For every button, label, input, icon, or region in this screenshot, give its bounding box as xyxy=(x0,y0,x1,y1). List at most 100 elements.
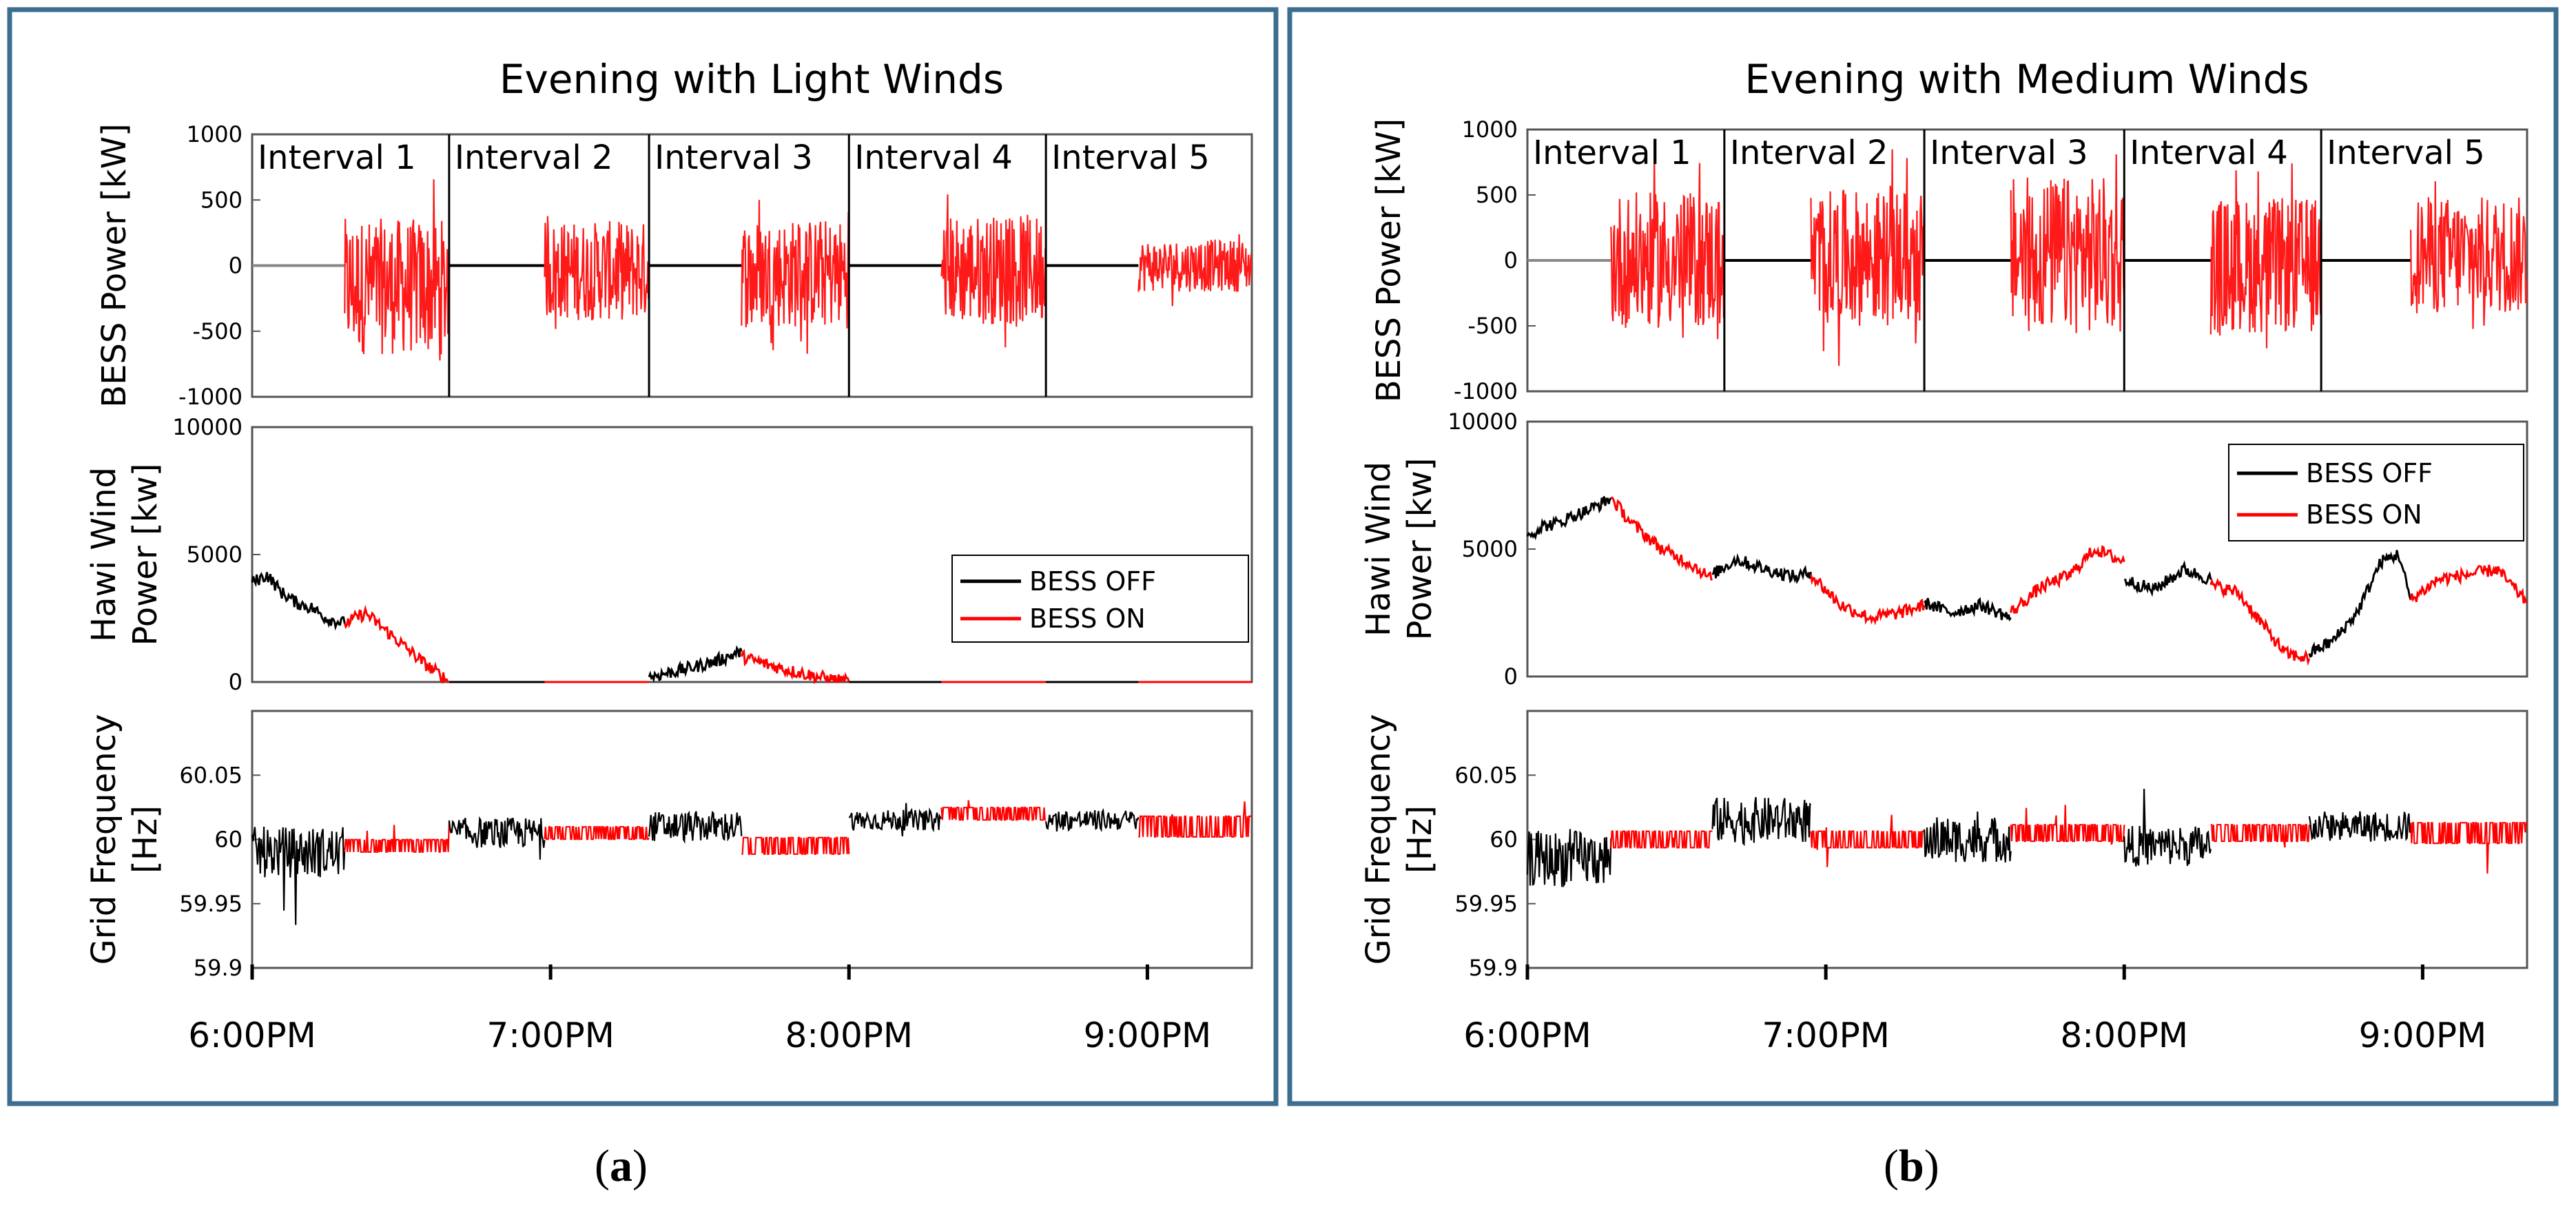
panel-b-freq-ytick-label: 59.9 xyxy=(1469,955,1518,981)
panel-a-wind-ylabel-line1: Hawi Wind xyxy=(85,467,123,642)
panel-b-freq-off-trace xyxy=(1711,796,1812,847)
panel-b-wind-off-line xyxy=(2124,560,2212,597)
panel-a-frame xyxy=(7,7,1279,1106)
panel-a-wind-off-line xyxy=(648,645,743,683)
panel-b-interval-label: Interval 5 xyxy=(2327,134,2485,172)
panel-a-freq-on-trace xyxy=(940,800,1047,821)
panel-a-freq-on-trace xyxy=(344,822,450,853)
panel-b-freq-on-trace xyxy=(1610,830,1713,849)
panel-b-interval-label: Interval 3 xyxy=(1930,134,2088,172)
panel-b-wind-on-line xyxy=(2209,577,2311,666)
panel-b-wind-on-line xyxy=(1810,574,1926,626)
panel-a-legend-label-on: BESS ON xyxy=(1029,603,1146,634)
panel-a-interval-label: Interval 2 xyxy=(455,138,613,177)
panel-b-freq-ylabel-line2: [Hz] xyxy=(1401,805,1439,874)
panel-a-bess-ytick-label: 500 xyxy=(200,187,243,213)
panel-b-time-tick-label: 8:00PM xyxy=(2060,1015,2188,1055)
panel-a-bess-ylabel: BESS Power [kW] xyxy=(95,123,134,408)
panel-b-bess-on-trace xyxy=(2209,163,2322,349)
panel-b-freq-on-trace xyxy=(2210,824,2310,848)
panel-a-freq-ylabel-line1: Grid Frequency xyxy=(85,714,123,965)
panel-a-time-tick-label: 9:00PM xyxy=(1084,1015,1212,1055)
panel-a-legend-label-off: BESS OFF xyxy=(1029,566,1156,597)
panel-b-wind-on-line xyxy=(1610,496,1713,581)
panel-b-bess-ytick-label: -1000 xyxy=(1454,378,1518,404)
panel-a-freq-ytick-label: 60 xyxy=(214,827,243,853)
panel-a-wind-ytick-label: 0 xyxy=(229,669,243,695)
panel-caption-a: (a) xyxy=(595,1140,648,1192)
panel-a-legend-box xyxy=(951,555,1249,643)
panel-a-interval-label: Interval 3 xyxy=(655,138,813,177)
panel-caption-b: (b) xyxy=(1884,1140,1939,1192)
panel-a-wind-ytick-label: 5000 xyxy=(187,541,243,568)
panel-b-wind-off-line xyxy=(1526,496,1612,541)
panel-b-frame xyxy=(1287,7,2559,1106)
panel-a-freq-ytick-label: 59.95 xyxy=(179,891,243,917)
panel-a-bess-on-trace xyxy=(1137,234,1252,307)
panel-a-title: Evening with Light Winds xyxy=(499,56,1004,103)
panel-a-freq-on-trace xyxy=(741,836,850,855)
panel-b-wind-ytick-label: 0 xyxy=(1504,663,1518,690)
panel-b-bess-on-trace xyxy=(1810,149,1926,366)
panel-a-wind-ylabel-line2: Power [kw] xyxy=(126,464,165,646)
caption-b-letter: b xyxy=(1898,1141,1924,1191)
panel-a-bess-ytick-label: 1000 xyxy=(187,121,243,147)
panel-b-wind-on-line xyxy=(2010,545,2125,614)
panel-a-freq-off-trace xyxy=(848,803,942,837)
panel-b-wind-on-line xyxy=(2409,564,2528,604)
panel-a-wind-on-line xyxy=(343,604,449,684)
panel-a-time-tick-label: 7:00PM xyxy=(486,1015,615,1055)
panel-b-wind-ytick-label: 10000 xyxy=(1447,409,1518,435)
panel-b-wind-ylabel-line2: Power [kw] xyxy=(1401,458,1439,641)
panel-b-bess-ytick-label: 500 xyxy=(1476,182,1518,208)
panel-b-time-tick-label: 6:00PM xyxy=(1463,1015,1591,1055)
panel-b-freq-on-trace xyxy=(2010,805,2125,845)
panel-a-freq-on-trace xyxy=(544,825,650,840)
panel-a-interval-label: Interval 5 xyxy=(1051,138,1210,177)
panel-a-freq-ytick-label: 59.9 xyxy=(194,955,243,981)
panel-a-bess-on-trace xyxy=(344,179,450,361)
panel-a-freq-ylabel-line2: [Hz] xyxy=(126,805,165,874)
panel-a-interval-label: Interval 1 xyxy=(258,138,416,177)
panel-b-freq-off-trace xyxy=(2123,788,2212,867)
panel-b-wind-off-line xyxy=(1711,552,1812,585)
panel-b-wind-ytick-label: 5000 xyxy=(1462,536,1518,562)
panel-b-legend-box xyxy=(2228,444,2524,541)
panel-b-bess-ytick-label: 0 xyxy=(1504,247,1518,273)
caption-b-close: ) xyxy=(1924,1141,1939,1191)
panel-b-group: Evening with Medium Winds10005000-500-10… xyxy=(1287,7,2559,1106)
panel-a-time-tick-label: 6:00PM xyxy=(188,1015,316,1055)
panel-b-interval-label: Interval 2 xyxy=(1730,134,1888,172)
panel-a-bess-on-trace xyxy=(940,194,1047,348)
panel-b-freq-off-trace xyxy=(1924,811,2012,863)
panel-a-freq-ytick-label: 60.05 xyxy=(179,762,243,788)
panel-b-time-tick-label: 7:00PM xyxy=(1762,1015,1890,1055)
caption-a-letter: a xyxy=(609,1141,632,1191)
panel-a-interval-label: Interval 4 xyxy=(854,138,1013,177)
panel-a-wind-on-line xyxy=(740,649,850,685)
panel-b-legend-label-off: BESS OFF xyxy=(2306,458,2433,488)
panel-b-freq-ytick-label: 59.95 xyxy=(1454,891,1518,917)
caption-b-open: ( xyxy=(1884,1141,1899,1191)
caption-a-open: ( xyxy=(595,1141,610,1191)
panel-b-wind-off-line xyxy=(2308,550,2412,659)
panel-b-time-tick-label: 9:00PM xyxy=(2359,1015,2487,1055)
panel-a-group: Evening with Light Winds10005000-500-100… xyxy=(7,7,1279,1106)
panel-b-freq-ylabel-line1: Grid Frequency xyxy=(1359,714,1398,965)
panel-b-freq-ytick-label: 60 xyxy=(1490,827,1518,853)
panel-b-interval-label: Interval 4 xyxy=(2130,134,2288,172)
panel-b-bess-ylabel: BESS Power [kW] xyxy=(1370,118,1408,403)
panel-a-freq-on-trace xyxy=(1138,801,1252,838)
panel-b-freq-ytick-label: 60.05 xyxy=(1454,762,1518,788)
panel-a-bess-ytick-label: -500 xyxy=(192,318,243,344)
panel-a-time-tick-label: 8:00PM xyxy=(785,1015,913,1055)
panel-b-bess-on-trace xyxy=(1610,155,1725,340)
panel-a-freq-off-trace xyxy=(648,810,743,844)
panel-a-bess-on-trace xyxy=(544,216,650,329)
panel-a-freq-off-trace xyxy=(1045,807,1140,832)
panel-a-bess-ytick-label: 0 xyxy=(229,253,243,279)
panel-b-interval-label: Interval 1 xyxy=(1533,134,1691,172)
panel-a-bess-ytick-label: -1000 xyxy=(178,384,243,410)
panel-b-bess-on-trace xyxy=(2010,154,2125,333)
